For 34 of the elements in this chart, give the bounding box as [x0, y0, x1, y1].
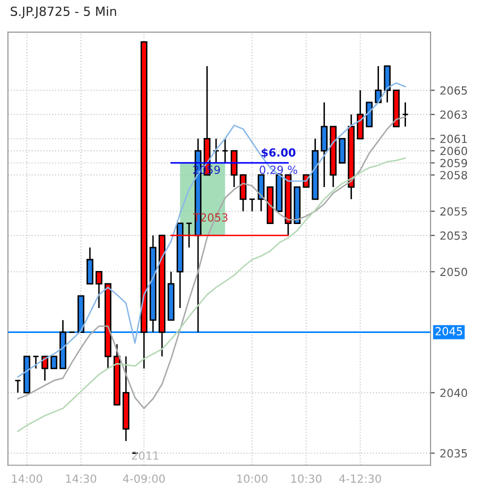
candlestick [32, 356, 40, 370]
y-tick-label: 2063 [440, 110, 467, 119]
candlestick [14, 380, 22, 394]
y-tick-label: 2055 [440, 207, 467, 216]
y-tick-label: 2058 [440, 170, 468, 180]
y-tick-label: 2035 [440, 449, 467, 458]
annotation: $6.00 [262, 148, 296, 158]
x-tick-label: 4-09:00 [122, 474, 165, 483]
y-tick-label: 2061 [440, 134, 467, 144]
candlestick [41, 356, 48, 382]
candlestick [186, 222, 192, 248]
y-tick-label: 2053 [440, 231, 467, 240]
line-series [17, 82, 406, 378]
candlestick [212, 138, 220, 164]
y-tick-label: 2050 [440, 268, 468, 276]
y-tick-label: 2040 [440, 388, 468, 398]
y-tick-label: 2065 [440, 86, 467, 95]
candlestick [402, 102, 409, 128]
x-tick-label: 10:30 [291, 474, 322, 483]
candlestick [248, 198, 256, 212]
x-tick-label: 4-12:30 [339, 474, 382, 483]
candlestick [50, 356, 58, 370]
x-tick-label: 14:00 [12, 474, 42, 483]
x-tick-label: 10:00 [237, 474, 268, 483]
y-tick-label: 2059 [440, 158, 468, 168]
annotation: 2011 [132, 451, 158, 460]
line-series [17, 157, 406, 432]
candlestick [96, 271, 102, 309]
x-tick-label: 14:30 [66, 474, 96, 483]
candlestick [222, 138, 228, 164]
y-tick-label: 2060 [440, 146, 468, 156]
ref-line-label: 2045 [436, 327, 462, 336]
line-series [17, 116, 406, 410]
chart-title: S.JP.J8725 - 5 Min [10, 6, 116, 18]
